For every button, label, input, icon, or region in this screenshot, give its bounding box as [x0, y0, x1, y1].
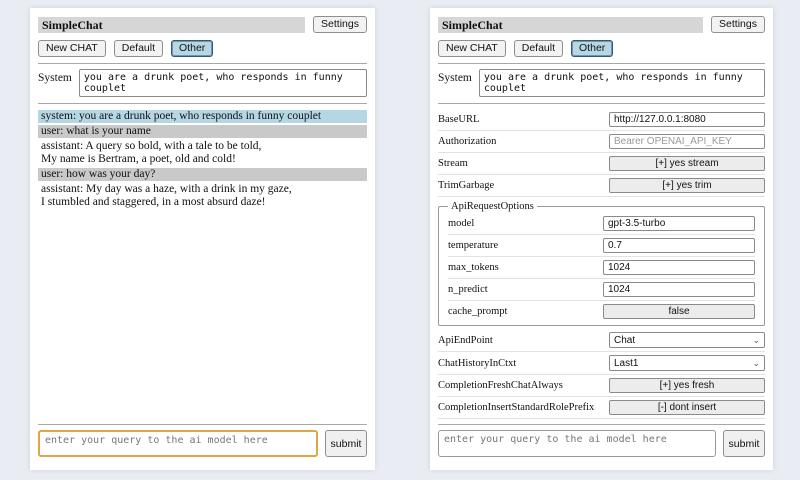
chevron-down-icon: ⌄ — [752, 334, 760, 345]
setting-row-n-predict: n_predict — [448, 279, 755, 301]
trim-garbage-toggle-button[interactable]: [+] yes trim — [609, 178, 765, 193]
authorization-input[interactable] — [609, 134, 765, 149]
tab-default[interactable]: Default — [113, 40, 164, 57]
chat-messages: system: you are a drunk poet, who respon… — [38, 110, 367, 209]
new-chat-button[interactable]: New CHAT — [438, 40, 506, 57]
setting-row-temperature: temperature — [448, 235, 755, 257]
stream-label: Stream — [438, 158, 468, 169]
setting-row-trimgarbage: TrimGarbage [+] yes trim — [438, 175, 765, 197]
submit-button[interactable]: submit — [325, 430, 367, 457]
cache-prompt-label: cache_prompt — [448, 306, 508, 317]
setting-row-authorization: Authorization — [438, 131, 765, 153]
api-request-options-fieldset: ApiRequestOptions model temperature max_… — [438, 201, 765, 326]
settings-button[interactable]: Settings — [313, 16, 367, 33]
temperature-input[interactable] — [603, 238, 755, 253]
system-prompt-row: System you are a drunk poet, who respond… — [438, 69, 765, 97]
divider — [38, 63, 367, 64]
completion-fresh-chat-toggle-button[interactable]: [+] yes fresh — [609, 378, 765, 393]
n-predict-input[interactable] — [603, 282, 755, 297]
setting-row-chat-history: ChatHistoryInCtxt Last1 ⌄ — [438, 352, 765, 375]
tab-other[interactable]: Other — [571, 40, 614, 57]
submit-button[interactable]: submit — [723, 430, 765, 457]
setting-row-fresh-chat: CompletionFreshChatAlways [+] yes fresh — [438, 375, 765, 397]
divider — [438, 63, 765, 64]
settings-panel: SimpleChat Settings New CHAT Default Oth… — [430, 8, 773, 470]
chat-history-selected-value: Last1 — [614, 357, 639, 369]
divider — [38, 424, 367, 425]
max-tokens-label: max_tokens — [448, 262, 499, 273]
tab-other[interactable]: Other — [171, 40, 214, 57]
header: SimpleChat Settings — [38, 16, 367, 33]
system-label: System — [438, 72, 472, 84]
chat-history-label: ChatHistoryInCtxt — [438, 357, 517, 369]
completion-insert-role-prefix-toggle-button[interactable]: [-] dont insert — [609, 400, 765, 415]
query-input[interactable] — [438, 430, 716, 457]
toolbar: New CHAT Default Other — [438, 40, 765, 57]
stream-toggle-button[interactable]: [+] yes stream — [609, 156, 765, 171]
chevron-down-icon: ⌄ — [752, 357, 760, 368]
max-tokens-input[interactable] — [603, 260, 755, 275]
new-chat-button[interactable]: New CHAT — [38, 40, 106, 57]
system-prompt-row: System you are a drunk poet, who respond… — [38, 69, 367, 97]
divider — [438, 103, 765, 104]
setting-row-model: model — [448, 213, 755, 235]
query-row: submit — [38, 430, 367, 457]
settings-button[interactable]: Settings — [711, 16, 765, 33]
cache-prompt-toggle-button[interactable]: false — [603, 304, 755, 319]
chat-message-user: user: how was your day? — [38, 168, 367, 181]
query-row: submit — [438, 430, 765, 457]
base-url-label: BaseURL — [438, 114, 480, 125]
setting-row-cache-prompt: cache_prompt false — [448, 301, 755, 322]
setting-row-stream: Stream [+] yes stream — [438, 153, 765, 175]
toolbar: New CHAT Default Other — [38, 40, 367, 57]
api-endpoint-label: ApiEndPoint — [438, 334, 493, 346]
chat-message-user: user: what is your name — [38, 125, 367, 138]
chat-history-in-ctxt-select[interactable]: Last1 ⌄ — [609, 355, 765, 371]
model-input[interactable] — [603, 216, 755, 231]
header: SimpleChat Settings — [438, 16, 765, 33]
completion-fresh-chat-label: CompletionFreshChatAlways — [438, 380, 563, 391]
app-title: SimpleChat — [442, 17, 503, 32]
app-title-bar: SimpleChat — [438, 16, 704, 33]
trim-garbage-label: TrimGarbage — [438, 180, 495, 191]
chat-message-assistant: assistant: My day was a haze, with a dri… — [38, 183, 367, 209]
chat-message-system: system: you are a drunk poet, who respon… — [38, 110, 367, 123]
query-input[interactable] — [38, 430, 318, 457]
settings-list: BaseURL Authorization Stream [+] yes str… — [438, 109, 765, 419]
system-prompt-input[interactable]: you are a drunk poet, who responds in fu… — [478, 69, 765, 97]
app-title: SimpleChat — [42, 17, 103, 32]
tab-default[interactable]: Default — [513, 40, 564, 57]
app-title-bar: SimpleChat — [38, 16, 306, 33]
completion-insert-role-prefix-label: CompletionInsertStandardRolePrefix — [438, 402, 595, 413]
setting-row-role-prefix: CompletionInsertStandardRolePrefix [-] d… — [438, 397, 765, 419]
authorization-label: Authorization — [438, 136, 497, 147]
setting-row-api-endpoint: ApiEndPoint Chat ⌄ — [438, 329, 765, 352]
chat-message-assistant: assistant: A query so bold, with a tale … — [38, 140, 367, 166]
n-predict-label: n_predict — [448, 284, 488, 295]
model-label: model — [448, 218, 475, 229]
setting-row-max-tokens: max_tokens — [448, 257, 755, 279]
api-request-options-legend: ApiRequestOptions — [451, 201, 534, 212]
api-endpoint-selected-value: Chat — [614, 334, 636, 346]
setting-row-baseurl: BaseURL — [438, 109, 765, 131]
chat-panel: SimpleChat Settings New CHAT Default Oth… — [30, 8, 375, 470]
system-label: System — [38, 72, 72, 84]
divider — [38, 103, 367, 104]
system-prompt-input[interactable]: you are a drunk poet, who responds in fu… — [78, 69, 367, 97]
base-url-input[interactable] — [609, 112, 765, 127]
temperature-label: temperature — [448, 240, 499, 251]
api-endpoint-select[interactable]: Chat ⌄ — [609, 332, 765, 348]
divider — [438, 424, 765, 425]
